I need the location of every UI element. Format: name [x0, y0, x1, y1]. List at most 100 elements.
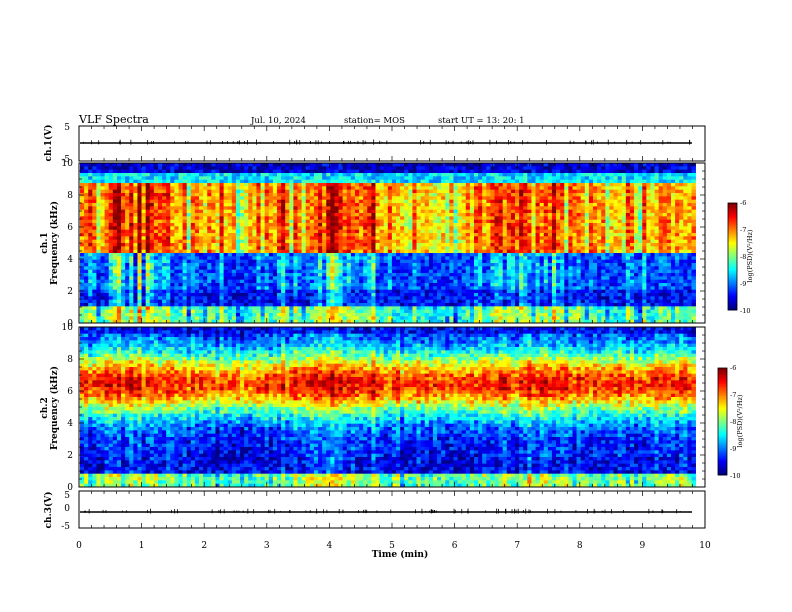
- spectrogram-cell: [482, 319, 487, 324]
- spectrogram-cell: [400, 279, 405, 284]
- spectrogram-cell: [199, 226, 204, 231]
- spectrogram-cell: [252, 223, 257, 227]
- spectrogram-cell: [203, 199, 208, 204]
- spectrogram-cell: [367, 286, 372, 291]
- spectrogram-cell: [453, 206, 458, 211]
- spectrogram-cell: [252, 169, 257, 174]
- spectrogram-cell: [346, 313, 352, 317]
- spectrogram-cell: [145, 169, 151, 174]
- spectrogram-cell: [223, 289, 229, 294]
- spectrogram-cell: [383, 276, 389, 281]
- spectrogram-cell: [387, 266, 393, 271]
- spectrogram-cell: [350, 246, 356, 251]
- spectrogram-cell: [157, 223, 163, 227]
- spectrogram-cell: [125, 293, 130, 297]
- spectrogram-cell: [408, 229, 413, 234]
- spectrogram-cell: [428, 273, 434, 277]
- spectrogram-cell: [170, 203, 175, 207]
- spectrogram-cell: [371, 263, 376, 267]
- spectrogram-cell: [342, 209, 348, 214]
- spectrogram-cell: [318, 316, 323, 321]
- spectrogram-cell: [104, 206, 110, 211]
- spectrogram-cell: [194, 223, 200, 227]
- spectrogram-cell: [219, 193, 224, 197]
- spectrogram-cell: [473, 296, 479, 301]
- spectrogram-cell: [445, 183, 450, 187]
- spectrogram-cell: [469, 233, 475, 237]
- spectrogram-cell: [157, 206, 163, 211]
- spectrogram-cell: [432, 183, 438, 187]
- spectrogram-cell: [396, 259, 401, 264]
- spectrogram-cell: [88, 209, 93, 214]
- spectrogram-cell: [178, 296, 183, 301]
- spectrogram-cell: [84, 273, 89, 277]
- spectrogram-cell: [465, 226, 471, 231]
- spectrogram-cell: [313, 166, 319, 171]
- spectrogram-cell: [125, 306, 130, 311]
- spectrogram-cell: [104, 173, 110, 177]
- spectrogram-cell: [482, 216, 487, 221]
- spectrogram-cell: [141, 243, 147, 247]
- spectrogram-cell: [363, 309, 368, 314]
- spectrogram-cell: [297, 316, 302, 321]
- spectrogram-cell: [404, 203, 409, 207]
- spectrogram-cell: [453, 203, 458, 207]
- spectrogram-cell: [309, 313, 315, 317]
- spectrogram-cell: [277, 266, 282, 271]
- spectrogram-cell: [260, 319, 266, 324]
- spectrogram-cell: [96, 223, 101, 227]
- spectrogram-cell: [469, 196, 475, 201]
- spectrogram-cell: [240, 293, 245, 297]
- spectrogram-cell: [387, 206, 393, 211]
- spectrogram-cell: [281, 226, 286, 231]
- spectrogram-cell: [88, 239, 93, 244]
- spectrogram-cell: [194, 253, 200, 257]
- spectrogram-cell: [281, 219, 286, 224]
- spectrogram-cell: [383, 253, 389, 257]
- spectrogram-cell: [170, 163, 175, 167]
- spectrogram-cell: [112, 183, 118, 187]
- spectrogram-cell: [162, 286, 167, 291]
- spectrogram-cell: [469, 183, 475, 187]
- spectrogram-cell: [305, 266, 311, 271]
- spectrogram-cell: [219, 196, 224, 201]
- spectrogram-cell: [453, 223, 458, 227]
- spectrogram-cell: [478, 316, 483, 321]
- spectrogram-cell: [277, 269, 282, 274]
- spectrogram-cell: [100, 219, 105, 224]
- spectrogram-cell: [469, 283, 475, 287]
- spectrogram-cell: [215, 169, 220, 174]
- spectrogram-cell: [387, 183, 393, 187]
- spectrogram-cell: [223, 243, 229, 247]
- spectrogram-cell: [342, 183, 348, 187]
- spectrogram-cell: [416, 176, 421, 181]
- spectrogram-cell: [88, 296, 93, 301]
- spectrogram-cell: [104, 219, 110, 224]
- spectrogram-cell: [145, 183, 151, 187]
- spectrogram-cell: [342, 313, 348, 317]
- spectrogram-cell: [371, 236, 376, 241]
- spectrogram-cell: [297, 249, 302, 254]
- spectrogram-cell: [486, 179, 491, 184]
- spectrogram-cell: [326, 206, 331, 211]
- spectrogram-cell: [330, 263, 335, 267]
- spectrogram-cell: [84, 179, 89, 184]
- spectrogram-cell: [420, 166, 426, 171]
- spectrogram-cell: [211, 239, 216, 244]
- spectrogram-cell: [170, 239, 175, 244]
- spectrogram-cell: [313, 219, 319, 224]
- spectrogram-cell: [182, 299, 188, 304]
- spectrogram-cell: [313, 199, 319, 204]
- spectrogram-cell: [141, 309, 147, 314]
- spectrogram-cell: [490, 283, 495, 287]
- spectrogram-cell: [412, 286, 417, 291]
- spectrogram-cell: [461, 209, 467, 214]
- spectrogram-cell: [244, 216, 249, 221]
- spectrogram-cell: [112, 303, 118, 307]
- spectrogram-cell: [469, 216, 475, 221]
- spectrogram-cell: [199, 233, 204, 237]
- spectrogram-cell: [404, 289, 409, 294]
- spectrogram-cell: [400, 253, 405, 257]
- spectrogram-cell: [309, 209, 315, 214]
- spectrogram-cell: [256, 253, 261, 257]
